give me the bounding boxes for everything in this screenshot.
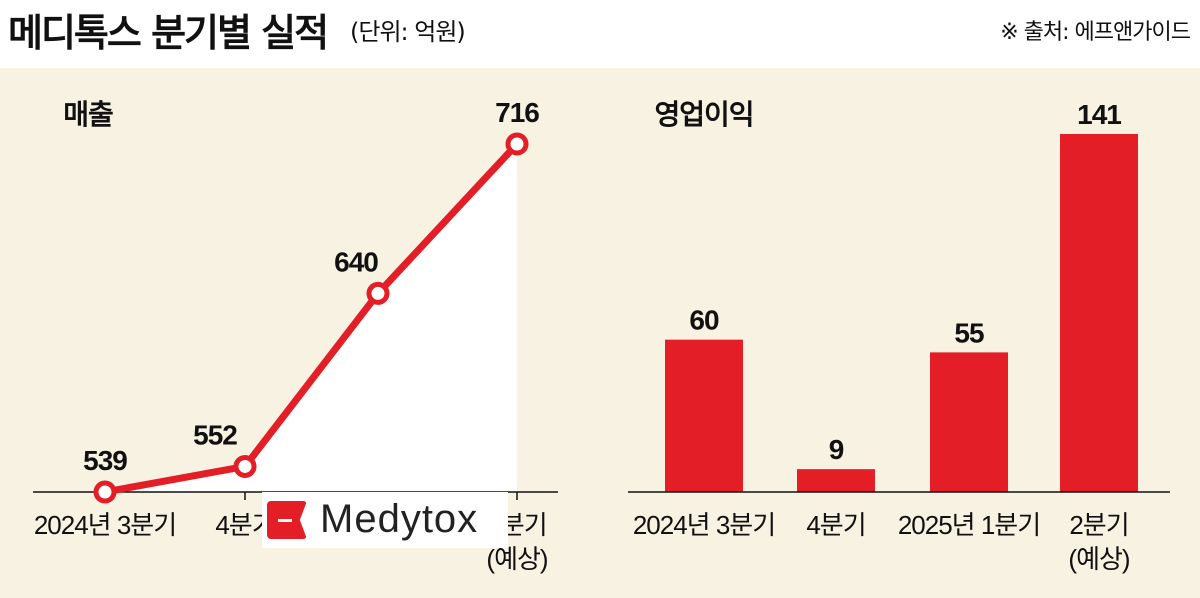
revenue-point-2	[366, 281, 390, 305]
medytox-logo: Medytox	[262, 492, 508, 548]
operating-profit-data-label-2: 55	[954, 317, 984, 348]
operating-profit-bar-1	[797, 469, 875, 492]
operating-profit-data-label-1: 9	[829, 434, 844, 465]
bar-x-tick-label-3: 2분기	[1069, 510, 1128, 540]
bar-x-tick-label-1: 4분기	[806, 510, 865, 540]
unit-label: (단위: 억원)	[350, 18, 466, 46]
revenue-point-0	[93, 480, 117, 504]
revenue-data-label-0: 539	[83, 445, 127, 476]
revenue-data-label-3: 716	[495, 97, 539, 128]
operating-profit-bar-3	[1060, 134, 1138, 492]
revenue-data-label-1: 552	[193, 419, 237, 450]
medytox-logo-text: Medytox	[320, 497, 479, 541]
bar-x-tick-label-3-line2: (예상)	[1068, 544, 1129, 574]
operating-profit-bar-2	[930, 352, 1008, 492]
source-label: ※ 출처: 에프앤가이드	[1000, 20, 1191, 45]
chart-canvas: 매출 539 552 640 716 2024년 3분기 4분기 2025년 1분기 2분기 (예…	[33, 97, 1170, 574]
revenue-point-1	[233, 454, 257, 478]
bar-x-tick-label-0: 2024년 3분기	[633, 510, 775, 540]
line-area	[105, 144, 517, 492]
operating-profit-data-label-3: 141	[1077, 99, 1121, 130]
operating-profit-bar-0	[665, 339, 743, 492]
chart-title: 메디톡스 분기별 실적	[8, 11, 329, 55]
operating-profit-data-label-0: 60	[689, 305, 719, 336]
revenue-point-3	[505, 132, 529, 156]
revenue-data-label-2: 640	[334, 246, 378, 277]
line-x-tick-label-3-line2: (예상)	[486, 544, 547, 574]
bar-chart-title: 영업이익	[654, 99, 753, 130]
header: 메디톡스 분기별 실적 (단위: 억원) ※ 출처: 에프앤가이드	[0, 0, 1200, 68]
chart-panel: 매출 539 552 640 716 2024년 3분기 4분기 2025년 1분기 2분기 (예…	[0, 68, 1200, 598]
line-x-tick-label-0: 2024년 3분기	[34, 510, 176, 540]
line-chart-title: 매출	[63, 99, 113, 130]
bar-x-tick-label-2: 2025년 1분기	[898, 510, 1040, 540]
revenue-series-line	[104, 141, 520, 496]
